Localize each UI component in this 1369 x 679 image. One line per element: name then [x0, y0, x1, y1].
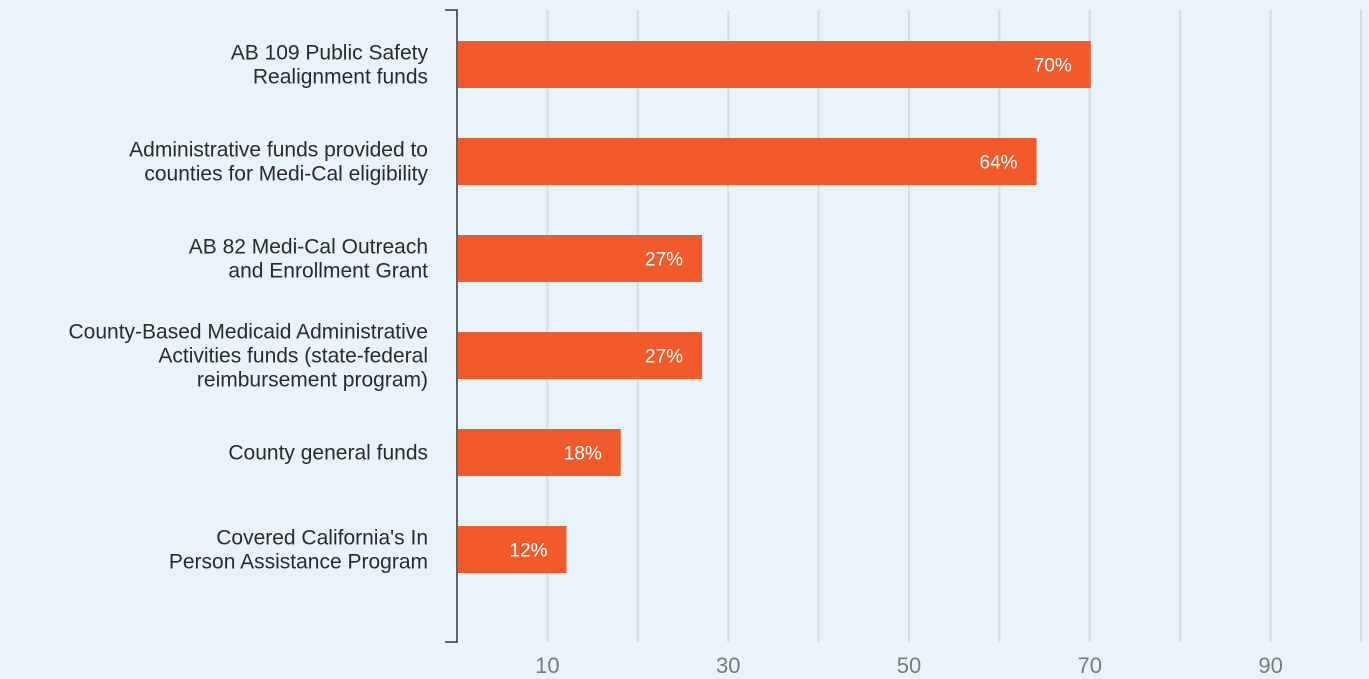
x-tick-label-70: 70 — [1078, 653, 1102, 678]
bar-1 — [458, 138, 1037, 185]
category-label-line: Person Assistance Program — [169, 551, 428, 574]
category-label-line: Administrative funds provided to — [129, 139, 428, 162]
category-label-1: Administrative funds provided to counties… — [129, 139, 428, 186]
bar-value-label-5: 12% — [509, 541, 547, 562]
bar-3 — [458, 332, 703, 379]
gridlines — [546, 10, 1362, 642]
bar-value-label-1: 64% — [980, 153, 1018, 174]
category-label-line: Covered California's In — [216, 527, 428, 550]
bar-value-label-4: 18% — [564, 444, 602, 465]
category-label-line: AB 82 Medi-Cal Outreach — [189, 236, 428, 259]
category-label-line: County general funds — [228, 442, 428, 465]
x-tick-label-90: 90 — [1258, 653, 1282, 678]
category-label-line: reimbursement program) — [197, 369, 428, 392]
category-labels: AB 109 Public Safety Realignment funds Adm… — [68, 42, 428, 574]
category-label-line: Activities funds (state-federal — [158, 345, 428, 368]
bar-value-label-3: 27% — [645, 347, 683, 368]
category-label-line: AB 109 Public Safety — [231, 42, 429, 65]
category-label-4: County general funds — [228, 442, 428, 465]
x-axis-ticks: 10 30 50 70 90 — [535, 653, 1283, 678]
category-label-2: AB 82 Medi-Cal Outreach and Enrollment Gr… — [189, 236, 428, 283]
bar-value-label-2: 27% — [645, 250, 683, 271]
category-label-3: County-Based Medicaid Administrative Acti… — [68, 321, 428, 392]
y-axis-line — [445, 9, 458, 643]
category-label-0: AB 109 Public Safety Realignment funds — [231, 42, 429, 89]
category-label-line: County-Based Medicaid Administrative — [68, 321, 428, 344]
x-tick-label-30: 30 — [716, 653, 740, 678]
bar-4 — [458, 429, 621, 476]
category-label-line: Realignment funds — [253, 66, 428, 89]
bar-0 — [458, 41, 1091, 88]
x-tick-label-50: 50 — [897, 653, 921, 678]
x-tick-label-10: 10 — [535, 653, 559, 678]
bars: 70% 64% 27% 27% 18% 12% — [458, 41, 1091, 573]
bar-5 — [458, 526, 567, 573]
y-axis — [445, 9, 458, 643]
category-label-5: Covered California's In Person Assistance… — [169, 527, 428, 574]
bar-value-label-0: 70% — [1034, 56, 1072, 77]
category-label-line: counties for Medi-Cal eligibility — [144, 163, 428, 186]
bar-2 — [458, 235, 703, 282]
category-label-line: and Enrollment Grant — [228, 260, 428, 283]
